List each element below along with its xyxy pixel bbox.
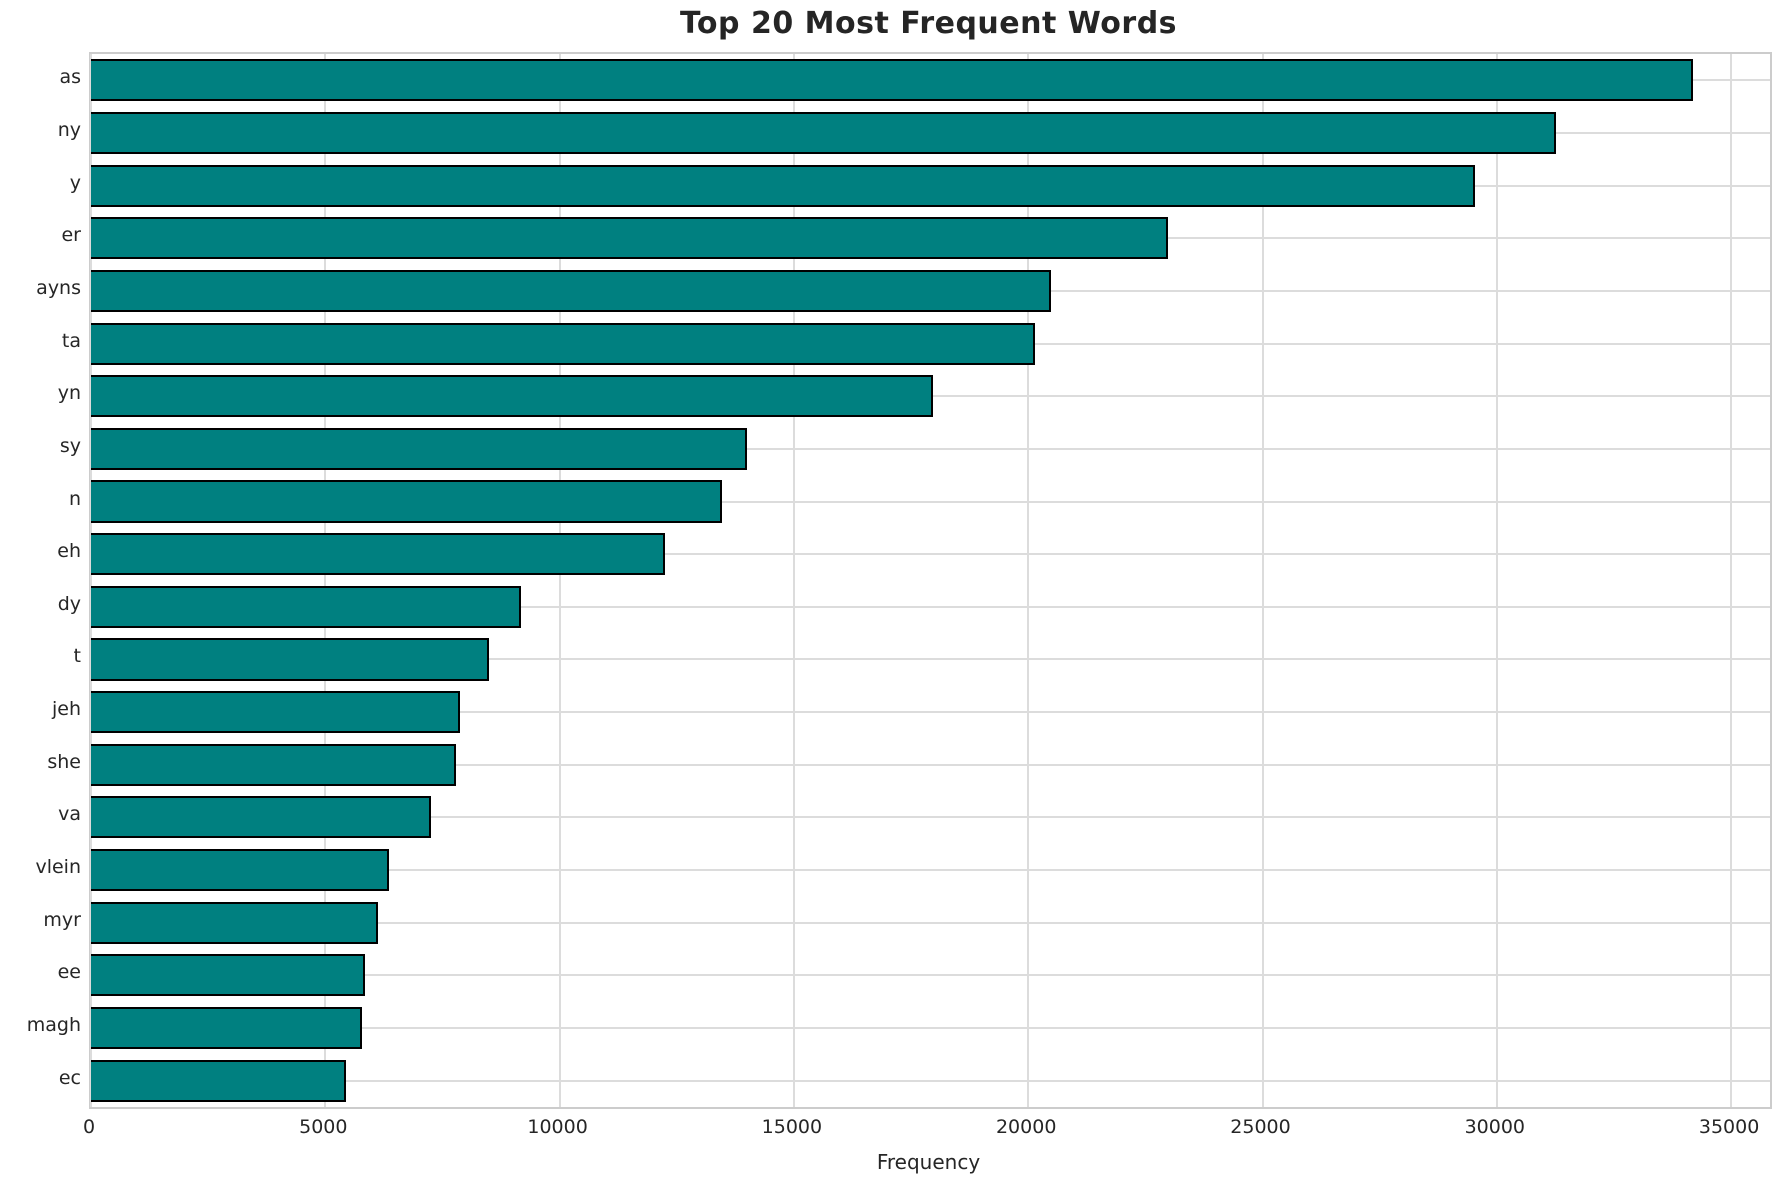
y-tick-label: ta [61,329,81,352]
x-gridline [90,54,92,1107]
y-gridline [91,921,1770,924]
y-tick-label: eh [57,540,81,563]
plot-area [89,52,1772,1109]
y-tick-label: as [59,66,81,89]
bar-ny [91,111,1556,155]
bar-dy [91,585,522,628]
y-gridline [91,816,1770,819]
y-tick-label: ec [58,1066,81,1089]
x-gridline [558,54,561,1107]
bar-ayns [91,269,1052,312]
bar-yn [91,375,934,418]
x-tick-label: 30000 [1464,1116,1526,1138]
y-tick-label: ayns [36,276,81,299]
bar-ec [91,1059,346,1102]
y-tick-label: t [73,645,81,668]
bar-as [91,59,1693,102]
y-tick-label: she [47,750,81,773]
bar-sy [91,427,747,470]
y-gridline [91,605,1770,608]
y-gridline [91,447,1770,450]
x-tick-label: 35000 [1698,1116,1760,1138]
y-gridline [91,1079,1770,1082]
y-gridline [91,658,1770,661]
y-tick-label: vlein [35,856,81,879]
y-tick-label: ny [57,118,81,141]
x-tick-label: 25000 [1230,1116,1291,1138]
bar-ee [91,954,365,997]
bar-va [91,796,432,839]
y-tick-label: jeh [51,698,81,721]
chart-title: Top 20 Most Frequent Words [679,6,1178,41]
x-tick-label: 0 [82,1116,96,1138]
y-gridline [91,763,1770,766]
x-gridline [1261,54,1264,1107]
y-tick-label: myr [43,908,81,931]
x-gridline [792,54,795,1107]
bar-she [91,743,456,786]
y-gridline [91,1027,1770,1030]
y-tick-label: sy [59,434,81,457]
bar-t [91,638,490,681]
bar-magh [91,1006,362,1050]
bar-eh [91,533,665,576]
x-tick-label: 10000 [527,1116,588,1138]
y-gridline [91,974,1770,977]
bar-y [91,164,1475,207]
y-gridline [91,711,1770,714]
y-tick-label: va [58,803,81,826]
x-gridline [1027,54,1030,1107]
y-tick-label: yn [57,382,81,405]
bar-jeh [91,691,461,734]
y-gridline [91,500,1770,503]
x-axis-label: Frequency [876,1150,981,1174]
y-tick-label: magh [26,1014,81,1037]
x-gridline [324,54,327,1107]
x-gridline [1495,54,1498,1107]
y-gridline [91,869,1770,872]
bar-ta [91,322,1035,365]
y-tick-label: er [61,224,81,247]
y-tick-label: n [68,487,81,510]
x-tick-label: 20000 [995,1116,1057,1138]
bar-myr [91,901,378,944]
y-tick-label: dy [57,592,81,615]
x-tick-label: 15000 [761,1116,823,1138]
bar-er [91,217,1168,260]
y-tick-label: ee [57,961,81,984]
bar-vlein [91,849,390,892]
y-tick-label: y [69,171,81,194]
x-tick-label: 5000 [299,1116,348,1138]
y-gridline [91,553,1770,556]
x-gridline [1730,54,1733,1107]
bar-n [91,480,723,523]
